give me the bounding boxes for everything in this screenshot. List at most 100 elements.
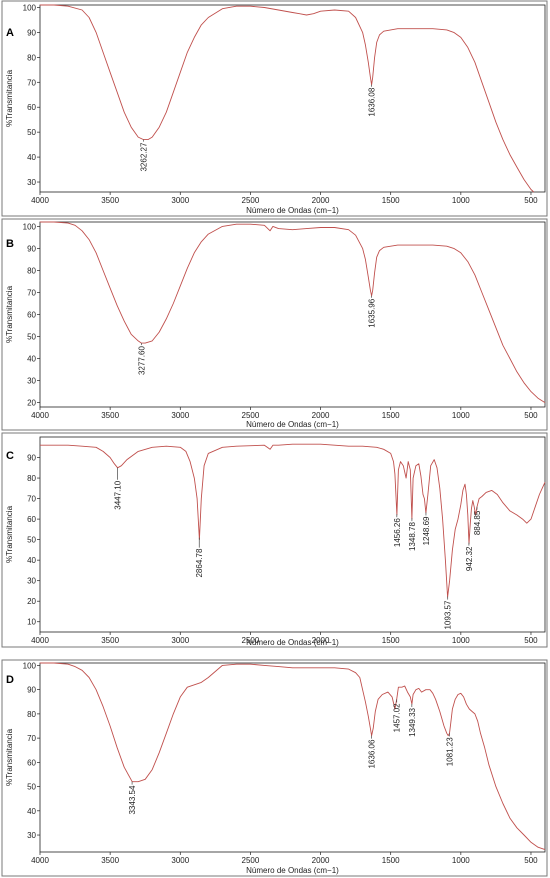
y-tick-label: 80: [27, 474, 36, 483]
panel-b-x-axis-title: Número de Ondas (cm−1): [246, 420, 339, 429]
panel-a-plot-area: [39, 4, 546, 193]
peak-label: 3447.10: [114, 480, 123, 509]
peak-label: 1093.57: [444, 600, 453, 629]
x-tick-label: 1500: [382, 856, 400, 865]
y-tick-label: 60: [27, 311, 36, 320]
x-tick-label: 4000: [31, 636, 49, 645]
x-tick-label: 3000: [171, 636, 189, 645]
x-tick-label: 500: [524, 636, 538, 645]
y-tick-label: 50: [27, 333, 36, 342]
panel-d-y-ticks: 30 40 50 60 70 80 90 100: [23, 661, 40, 840]
peak-label: 1348.78: [408, 522, 417, 551]
panel-d-y-axis-title: %Transmitancia: [5, 728, 14, 786]
peak-label: 3277.60: [137, 346, 146, 375]
panel-b-spectrum-line: [40, 221, 546, 403]
x-tick-label: 3500: [101, 411, 119, 420]
panel-a-spectrum-line: [40, 4, 535, 193]
y-tick-label: 80: [27, 710, 36, 719]
panel-c-peak-labels: 3447.10 2864.78 1456.26 1348.78 1248.69 1093.…: [114, 467, 482, 630]
y-tick-label: 40: [27, 153, 36, 162]
y-tick-label: 70: [27, 495, 36, 504]
y-tick-label: 40: [27, 355, 36, 364]
x-tick-label: 2000: [312, 856, 330, 865]
y-tick-label: 50: [27, 783, 36, 792]
y-tick-label: 60: [27, 515, 36, 524]
y-tick-label: 80: [27, 53, 36, 62]
x-tick-label: 500: [524, 196, 538, 205]
panel-a-x-axis-title: Número de Ondas (cm−1): [246, 206, 339, 215]
panel-c-x-ticks: 4000 3500 3000 2500 2000 1500 1000 500: [31, 632, 538, 645]
peak-label: 1248.69: [422, 516, 431, 545]
panel-c: C 4000 3500 3000 2500 2000 1500 1000 500 10 20 30…: [1, 432, 548, 648]
panel-d-spectrum-line: [40, 662, 546, 851]
x-tick-label: 3000: [171, 196, 189, 205]
x-tick-label: 2000: [312, 636, 330, 645]
y-tick-label: 80: [27, 266, 36, 275]
y-tick-label: 70: [27, 288, 36, 297]
x-tick-label: 2500: [242, 856, 260, 865]
y-tick-label: 20: [27, 597, 36, 606]
y-tick-label: 90: [27, 28, 36, 37]
x-tick-label: 4000: [31, 411, 49, 420]
y-tick-label: 30: [27, 577, 36, 586]
y-tick-label: 70: [27, 734, 36, 743]
peak-label: 3343.54: [128, 785, 137, 814]
panel-d-letter: D: [6, 674, 14, 686]
panel-b: B 4000 3500 3000 2500 2000 1500 1000 500 20 30 40…: [1, 218, 548, 431]
x-tick-label: 1000: [452, 636, 470, 645]
y-tick-label: 100: [23, 3, 37, 12]
x-tick-label: 4000: [31, 196, 49, 205]
x-tick-label: 500: [524, 411, 538, 420]
panel-a-y-ticks: 30 40 50 60 70 80 90 100: [23, 3, 40, 187]
peak-label: 1636.06: [368, 739, 377, 768]
peak-label: 942.32: [465, 546, 474, 571]
y-tick-label: 30: [27, 377, 36, 386]
panel-c-y-axis-title: %Transmitancia: [5, 505, 14, 563]
y-tick-label: 60: [27, 103, 36, 112]
peak-label: 1636.08: [368, 87, 377, 116]
panel-a: A 4000 3500 3000 2500 2000 1500 1000 500 30 40 50…: [1, 0, 548, 217]
x-tick-label: 500: [524, 856, 538, 865]
x-tick-label: 3500: [101, 856, 119, 865]
y-tick-label: 90: [27, 244, 36, 253]
panel-a-y-axis-title: %Transmitancia: [5, 69, 14, 127]
peak-label: 884.85: [473, 510, 482, 535]
peak-label: 1081.23: [445, 737, 454, 766]
y-tick-label: 90: [27, 686, 36, 695]
panel-a-x-ticks: 4000 3500 3000 2500 2000 1500 1000 500: [31, 192, 538, 205]
peak-label: 3262.27: [140, 142, 149, 171]
x-tick-label: 2500: [242, 411, 260, 420]
x-tick-label: 2000: [312, 196, 330, 205]
y-tick-label: 100: [23, 222, 37, 231]
peak-label: 1456.26: [393, 518, 402, 547]
panel-c-letter: C: [6, 450, 14, 462]
x-tick-label: 3500: [101, 196, 119, 205]
y-tick-label: 30: [27, 831, 36, 840]
panel-b-letter: B: [6, 238, 14, 250]
panel-b-x-ticks: 4000 3500 3000 2500 2000 1500 1000 500: [31, 407, 538, 420]
y-tick-label: 40: [27, 556, 36, 565]
panel-c-plot-area: [39, 436, 546, 633]
panel-a-letter: A: [6, 27, 14, 39]
y-tick-label: 60: [27, 758, 36, 767]
panel-b-peak-labels: 3277.60 1635.96: [137, 295, 377, 375]
panel-d-x-ticks: 4000 3500 3000 2500 2000 1500 1000 500: [31, 852, 538, 865]
y-tick-label: 10: [27, 618, 36, 627]
y-tick-label: 40: [27, 807, 36, 816]
y-tick-label: 50: [27, 128, 36, 137]
y-tick-label: 90: [27, 454, 36, 463]
x-tick-label: 1500: [382, 636, 400, 645]
y-tick-label: 70: [27, 78, 36, 87]
panel-a-peak-labels: 3262.27 1636.08: [140, 84, 377, 172]
panel-d-x-axis-title: Número de Ondas (cm−1): [246, 866, 339, 875]
y-tick-label: 50: [27, 536, 36, 545]
panel-d-peak-labels: 3343.54 1636.06 1457.02 1349.33 1081.23: [128, 699, 454, 815]
x-tick-label: 2000: [312, 411, 330, 420]
panel-b-plot-area: [39, 221, 546, 408]
x-tick-label: 1000: [452, 411, 470, 420]
y-tick-label: 30: [27, 178, 36, 187]
x-tick-label: 2500: [242, 196, 260, 205]
panel-b-y-axis-title: %Transmitancia: [5, 285, 14, 343]
panel-b-y-ticks: 20 30 40 50 60 70 80 90 100: [23, 222, 40, 408]
